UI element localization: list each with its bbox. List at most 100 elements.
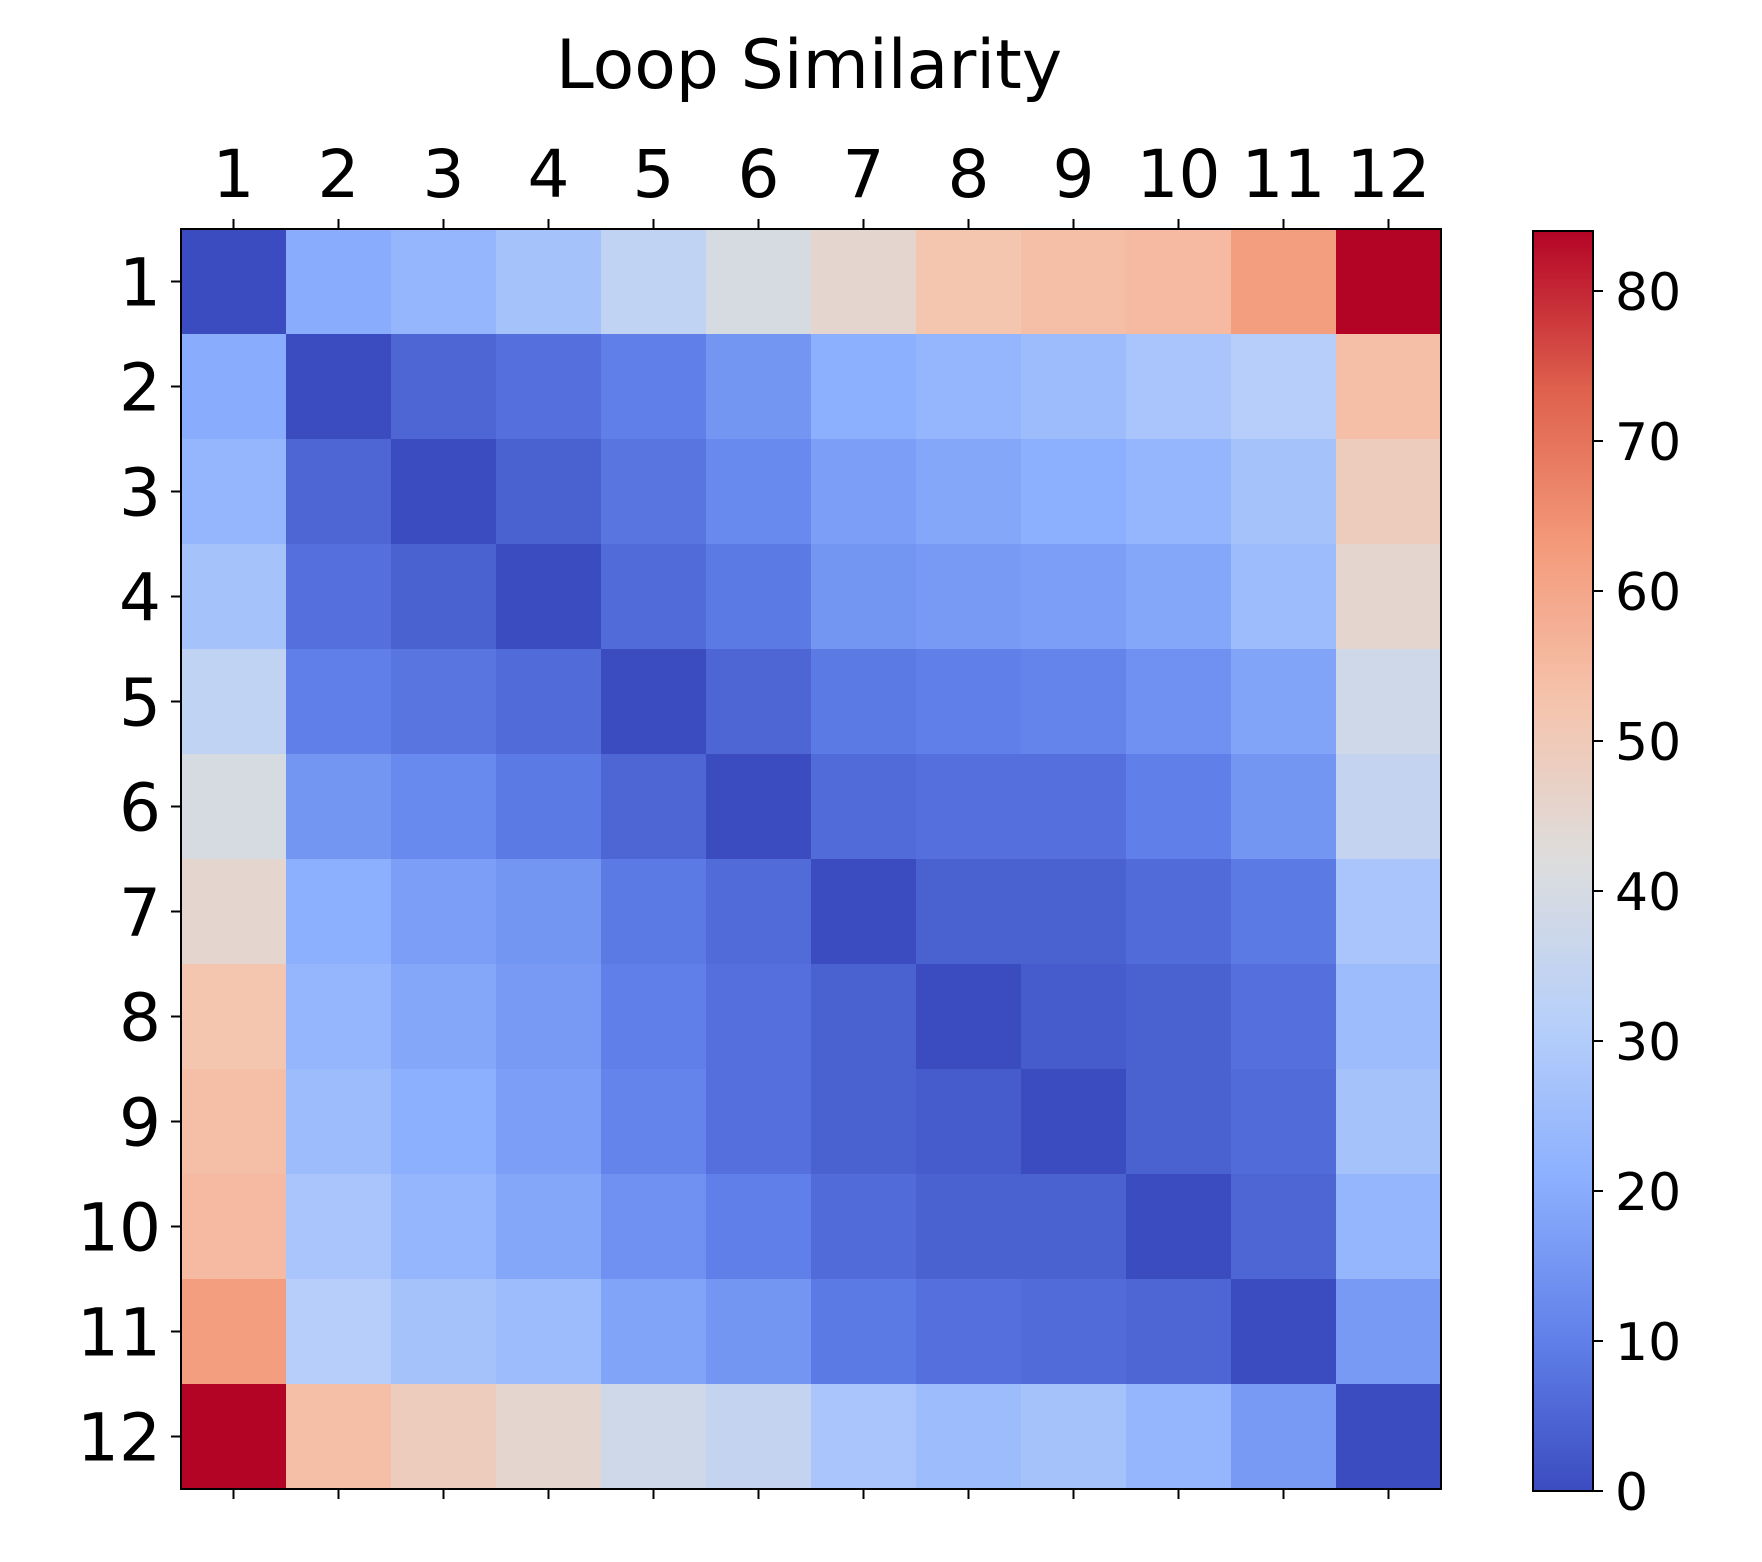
heatmap-cell-r12-c8 <box>916 1384 1022 1490</box>
heatmap-cell-r12-c7 <box>811 1384 917 1490</box>
heatmap-cell-r3-c6 <box>706 439 812 545</box>
heatmap-cell-r5-c11 <box>1231 649 1337 755</box>
heatmap-cell-r8-c11 <box>1231 964 1337 1070</box>
heatmap-cell-r7-c12 <box>1336 859 1442 965</box>
heatmap-cell-r1-c8 <box>916 229 1022 335</box>
heatmap-cell-r10-c10 <box>1126 1174 1232 1280</box>
x-tick-label: 10 <box>1137 136 1221 213</box>
heatmap-cell-r12-c11 <box>1231 1384 1337 1490</box>
heatmap-cell-r9-c1 <box>181 1069 287 1175</box>
heatmap-cell-r4-c6 <box>706 544 812 650</box>
heatmap-cell-r11-c9 <box>1021 1279 1127 1385</box>
heatmap-cell-r6-c8 <box>916 754 1022 860</box>
colorbar-tick-label: 50 <box>1615 713 1681 773</box>
heatmap-cell-r8-c4 <box>496 964 602 1070</box>
heatmap-cell-r5-c9 <box>1021 649 1127 755</box>
heatmap-cell-r6-c12 <box>1336 754 1442 860</box>
heatmap-cell-r9-c6 <box>706 1069 812 1175</box>
heatmap-cell-r1-c11 <box>1231 229 1337 335</box>
heatmap-cell-r9-c11 <box>1231 1069 1337 1175</box>
heatmap-cell-r8-c1 <box>181 964 287 1070</box>
heatmap-cell-r5-c3 <box>391 649 497 755</box>
heatmap-cell-r3-c7 <box>811 439 917 545</box>
y-tick-label: 8 <box>119 980 161 1057</box>
heatmap-cell-r3-c2 <box>286 439 392 545</box>
heatmap-cell-r10-c4 <box>496 1174 602 1280</box>
heatmap-cell-r4-c12 <box>1336 544 1442 650</box>
heatmap-cells <box>181 229 1442 1490</box>
heatmap-cell-r8-c7 <box>811 964 917 1070</box>
x-tick-label: 5 <box>633 136 675 213</box>
heatmap-cell-r12-c4 <box>496 1384 602 1490</box>
y-tick-label: 5 <box>119 665 161 742</box>
heatmap-cell-r12-c2 <box>286 1384 392 1490</box>
heatmap-cell-r10-c6 <box>706 1174 812 1280</box>
colorbar: 0 10 20 30 40 50 60 70 80 <box>1532 230 1681 1523</box>
heatmap-cell-r3-c8 <box>916 439 1022 545</box>
heatmap-cell-r7-c8 <box>916 859 1022 965</box>
heatmap-cell-r10-c8 <box>916 1174 1022 1280</box>
heatmap-cell-r2-c12 <box>1336 334 1442 440</box>
x-tick-label: 9 <box>1053 136 1095 213</box>
x-tick-label: 11 <box>1242 136 1326 213</box>
heatmap-cell-r2-c7 <box>811 334 917 440</box>
y-tick-label: 6 <box>119 770 161 847</box>
heatmap-cell-r5-c10 <box>1126 649 1232 755</box>
y-tick-label: 12 <box>77 1400 161 1477</box>
heatmap-cell-r4-c9 <box>1021 544 1127 650</box>
heatmap-cell-r8-c5 <box>601 964 707 1070</box>
heatmap-cell-r3-c1 <box>181 439 287 545</box>
heatmap-cell-r2-c5 <box>601 334 707 440</box>
colorbar-tick-label: 30 <box>1615 1013 1681 1073</box>
y-tick-label: 7 <box>119 875 161 952</box>
heatmap-cell-r5-c1 <box>181 649 287 755</box>
heatmap-cell-r5-c5 <box>601 649 707 755</box>
plot-frame <box>180 228 1442 1490</box>
x-tick-label: 12 <box>1347 136 1431 213</box>
heatmap-cell-r3-c5 <box>601 439 707 545</box>
heatmap-cell-r5-c7 <box>811 649 917 755</box>
heatmap-cell-r9-c3 <box>391 1069 497 1175</box>
heatmap-cell-r6-c11 <box>1231 754 1337 860</box>
heatmap-cell-r6-c2 <box>286 754 392 860</box>
heatmap-cell-r5-c6 <box>706 649 812 755</box>
colorbar-tick-label: 80 <box>1615 263 1681 323</box>
heatmap-cell-r9-c10 <box>1126 1069 1232 1175</box>
heatmap-cell-r1-c2 <box>286 229 392 335</box>
heatmap-cell-r4-c2 <box>286 544 392 650</box>
heatmap-cell-r4-c4 <box>496 544 602 650</box>
heatmap-cell-r1-c12 <box>1336 229 1442 335</box>
heatmap-cell-r5-c2 <box>286 649 392 755</box>
heatmap-cell-r9-c9 <box>1021 1069 1127 1175</box>
x-tick-label: 6 <box>738 136 780 213</box>
heatmap-cell-r2-c2 <box>286 334 392 440</box>
heatmap-cell-r10-c5 <box>601 1174 707 1280</box>
heatmap-cell-r11-c1 <box>181 1279 287 1385</box>
heatmap-cell-r12-c12 <box>1336 1384 1442 1490</box>
heatmap-cell-r11-c4 <box>496 1279 602 1385</box>
y-tick-label: 11 <box>77 1295 161 1372</box>
heatmap-cell-r2-c4 <box>496 334 602 440</box>
heatmap-cell-r11-c3 <box>391 1279 497 1385</box>
heatmap-cell-r11-c12 <box>1336 1279 1442 1385</box>
chart-title: Loop Similarity <box>556 26 1062 105</box>
heatmap-cell-r11-c2 <box>286 1279 392 1385</box>
heatmap-cell-r10-c11 <box>1231 1174 1337 1280</box>
x-tick-label: 2 <box>318 136 360 213</box>
heatmap-cell-r1-c7 <box>811 229 917 335</box>
heatmap-cell-r12-c10 <box>1126 1384 1232 1490</box>
heatmap-cell-r6-c5 <box>601 754 707 860</box>
heatmap-cell-r7-c7 <box>811 859 917 965</box>
heatmap-cell-r4-c3 <box>391 544 497 650</box>
heatmap-cell-r7-c4 <box>496 859 602 965</box>
heatmap-cell-r1-c6 <box>706 229 812 335</box>
x-tick-label: 8 <box>948 136 990 213</box>
heatmap-cell-r1-c5 <box>601 229 707 335</box>
heatmap-cell-r4-c8 <box>916 544 1022 650</box>
heatmap-cell-r4-c1 <box>181 544 287 650</box>
heatmap-cell-r10-c1 <box>181 1174 287 1280</box>
heatmap-cell-r11-c8 <box>916 1279 1022 1385</box>
heatmap-cell-r3-c4 <box>496 439 602 545</box>
heatmap-cell-r1-c9 <box>1021 229 1127 335</box>
